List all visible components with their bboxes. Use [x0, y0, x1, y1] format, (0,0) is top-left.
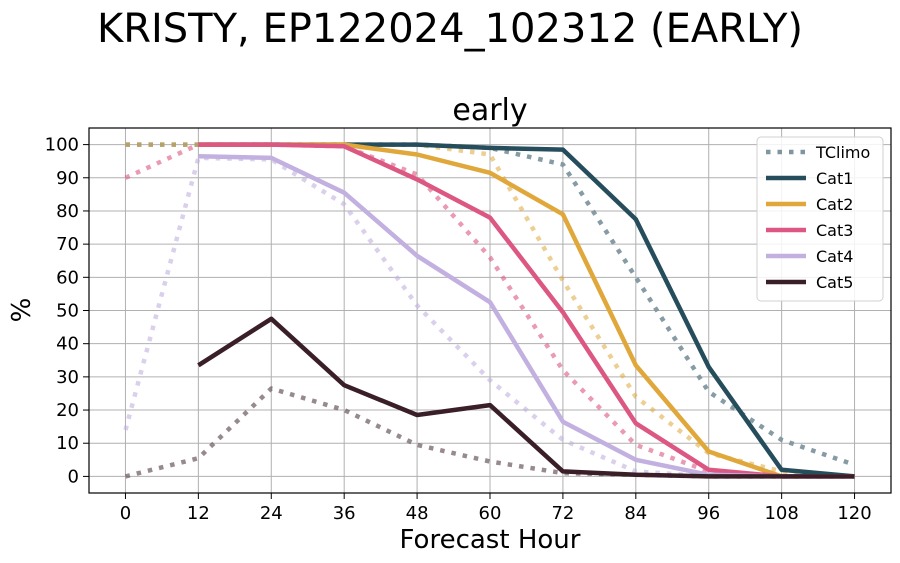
series-line-cat5 — [197, 316, 855, 479]
category-series-group — [197, 142, 855, 479]
x-axis-label: Forecast Hour — [400, 525, 581, 555]
series-line-cat3 — [198, 142, 855, 479]
y-tick-label: 10 — [56, 433, 79, 454]
x-tick-label: 72 — [551, 503, 574, 524]
legend-label-cat4: Cat4 — [816, 247, 853, 266]
y-tick-label: 20 — [56, 400, 79, 421]
x-axis: 0 12 24 36 48 60 72 84 96 108 120 — [120, 493, 872, 524]
y-axis: 0 10 20 30 40 50 60 70 80 90 100 — [45, 135, 89, 487]
x-tick-label: 48 — [406, 503, 429, 524]
series-line-climatology-8 — [123, 155, 855, 479]
legend-label-cat2: Cat2 — [816, 195, 853, 214]
x-tick-label: 12 — [187, 503, 210, 524]
x-tick-label: 36 — [333, 503, 356, 524]
legend-label-cat3: Cat3 — [816, 221, 853, 240]
y-tick-label: 80 — [56, 201, 79, 222]
x-tick-label: 108 — [764, 503, 798, 524]
legend-label-cat5: Cat5 — [816, 273, 853, 292]
y-tick-label: 90 — [56, 168, 79, 189]
y-tick-label: 100 — [45, 135, 79, 156]
y-tick-label: 60 — [56, 267, 79, 288]
x-tick-label: 60 — [479, 503, 502, 524]
y-tick-label: 30 — [56, 367, 79, 388]
legend-label-cat1: Cat1 — [816, 169, 853, 188]
series-line-climatology-9 — [124, 386, 855, 479]
series-line-climatology-5 — [125, 142, 856, 467]
chart-title: early — [452, 93, 527, 128]
x-tick-label: 0 — [120, 503, 131, 524]
legend-label-tclimo: TClimo — [815, 143, 870, 162]
y-tick-label: 40 — [56, 334, 79, 355]
x-tick-label: 120 — [837, 503, 871, 524]
figure-suptitle: KRISTY, EP122024_102312 (EARLY) — [97, 6, 803, 52]
y-axis-label: % — [7, 298, 37, 323]
x-tick-label: 96 — [697, 503, 720, 524]
x-tick-label: 24 — [260, 503, 283, 524]
y-tick-label: 70 — [56, 234, 79, 255]
legend: TClimo Cat1 Cat2 Cat3 Cat4 Cat5 — [756, 136, 884, 302]
x-tick-label: 84 — [624, 503, 647, 524]
y-tick-label: 50 — [56, 301, 79, 322]
y-tick-label: 0 — [68, 466, 79, 487]
